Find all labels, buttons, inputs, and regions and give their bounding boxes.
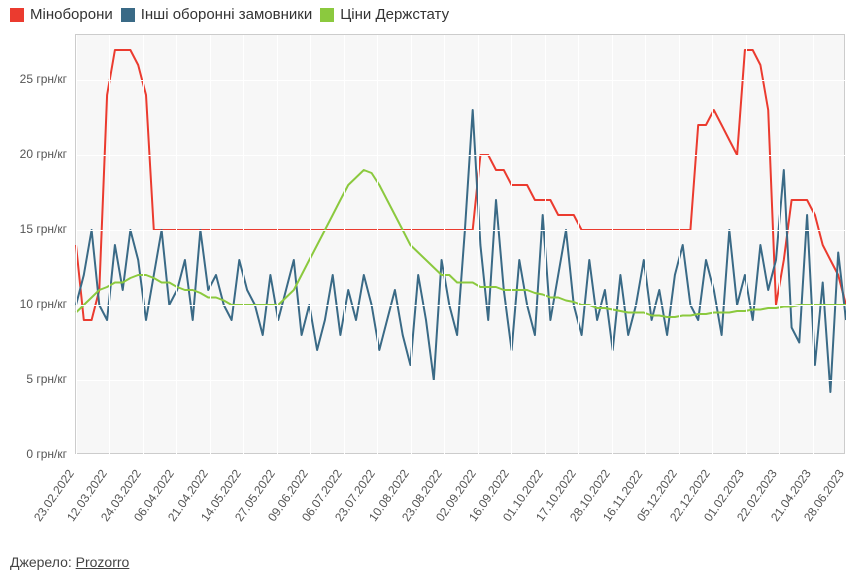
legend-item: Міноборони [10, 6, 113, 23]
gridline [76, 455, 846, 456]
legend-swatch [121, 8, 135, 22]
y-tick-label: 5 грн/кг [0, 372, 67, 386]
y-tick-label: 10 грн/кг [0, 297, 67, 311]
gridline [779, 35, 780, 455]
chart-container: Міноборони Інші оборонні замовники Ціни … [0, 0, 857, 578]
gridline [679, 35, 680, 455]
legend-swatch [10, 8, 24, 22]
gridline [76, 305, 846, 306]
gridline [210, 35, 211, 455]
gridline [377, 35, 378, 455]
gridline [578, 35, 579, 455]
legend: Міноборони Інші оборонні замовники Ціни … [0, 0, 857, 27]
gridline [612, 35, 613, 455]
gridline [545, 35, 546, 455]
gridline [176, 35, 177, 455]
legend-label: Ціни Держстату [340, 6, 449, 23]
chart-svg [76, 35, 846, 455]
y-tick-label: 20 грн/кг [0, 147, 67, 161]
gridline [243, 35, 244, 455]
gridline [344, 35, 345, 455]
y-tick-label: 15 грн/кг [0, 222, 67, 236]
gridline [76, 80, 846, 81]
y-tick-label: 0 грн/кг [0, 447, 67, 461]
gridline [846, 35, 847, 455]
gridline [277, 35, 278, 455]
legend-swatch [320, 8, 334, 22]
gridline [310, 35, 311, 455]
gridline [478, 35, 479, 455]
series-line [76, 110, 846, 392]
gridline [746, 35, 747, 455]
source-credit: Джерело: Prozorro [10, 554, 129, 570]
y-tick-label: 25 грн/кг [0, 72, 67, 86]
legend-label: Інші оборонні замовники [141, 6, 312, 23]
gridline [143, 35, 144, 455]
gridline [76, 35, 77, 455]
source-link[interactable]: Prozorro [76, 554, 130, 570]
plot-area [75, 34, 845, 454]
legend-item: Ціни Держстату [320, 6, 449, 23]
gridline [813, 35, 814, 455]
gridline [411, 35, 412, 455]
gridline [712, 35, 713, 455]
gridline [645, 35, 646, 455]
legend-item: Інші оборонні замовники [121, 6, 312, 23]
source-prefix: Джерело: [10, 554, 76, 570]
gridline [444, 35, 445, 455]
gridline [511, 35, 512, 455]
gridline [76, 155, 846, 156]
gridline [76, 230, 846, 231]
gridline [76, 380, 846, 381]
legend-label: Міноборони [30, 6, 113, 23]
gridline [109, 35, 110, 455]
